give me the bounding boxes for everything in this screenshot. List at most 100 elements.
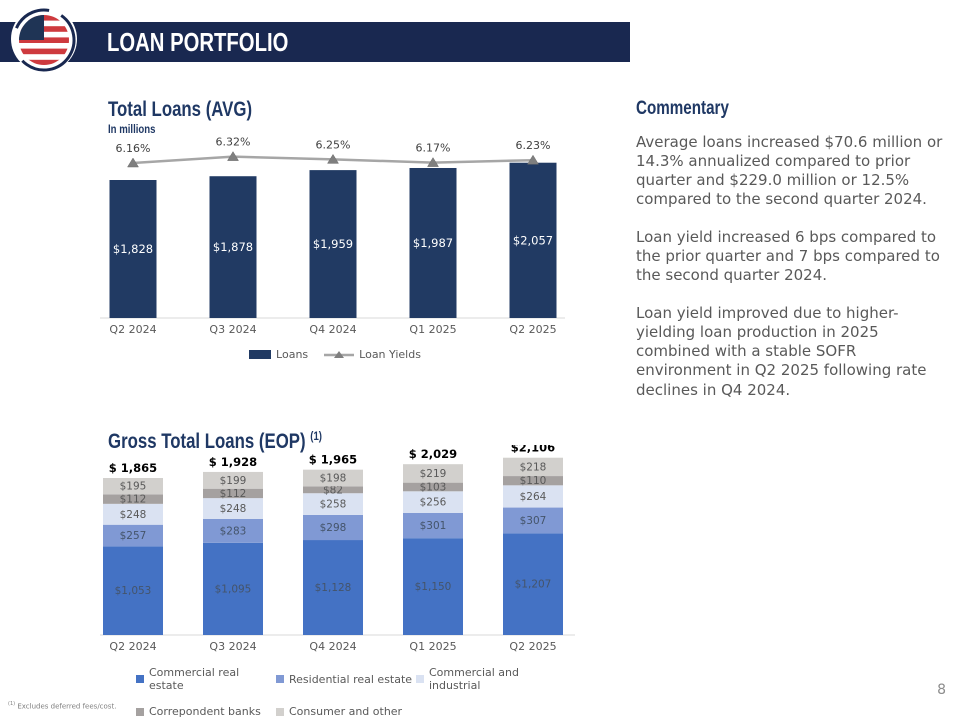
category-label: Q2 2025 <box>509 640 556 653</box>
segment-value-label: $198 <box>320 473 347 485</box>
yield-marker-icon <box>227 151 239 161</box>
stack-segment <box>403 538 463 635</box>
stack-segment <box>403 512 463 539</box>
commentary-paragraph: Average loans increased $70.6 million or… <box>636 133 943 209</box>
stack-segment <box>303 486 363 494</box>
stack-segment <box>203 471 263 489</box>
footnote-marker: (1) <box>8 701 16 707</box>
segment-value-label: $1,053 <box>115 585 152 597</box>
segment-value-label: $1,128 <box>315 582 352 594</box>
stack-segment <box>103 524 163 547</box>
category-label: Q4 2024 <box>309 323 356 336</box>
segment-value-label: $218 <box>520 461 547 473</box>
legend-row-2: Correpondent banks Consumer and other <box>136 705 556 718</box>
segment-value-label: $257 <box>120 530 147 542</box>
loan-yields-swatch-icon <box>324 350 355 358</box>
legend-label: Commercial real estate <box>149 666 240 692</box>
yield-value-label: 6.16% <box>116 142 151 155</box>
segment-value-label: $112 <box>120 494 147 506</box>
stack-segment <box>503 533 563 635</box>
ci-swatch-icon <box>416 675 424 683</box>
stack-segment <box>303 493 363 515</box>
stack-segment <box>303 514 363 541</box>
consumer-swatch-icon <box>276 707 284 716</box>
category-label: Q3 2024 <box>209 640 256 653</box>
flag-globe-logo-icon <box>10 4 80 74</box>
loans-bar <box>509 162 557 318</box>
segment-value-label: $298 <box>320 522 347 534</box>
correspondent-swatch-icon <box>136 707 144 716</box>
chart2-title-text: Gross Total Loans (EOP) <box>108 430 306 453</box>
stack-segment <box>503 485 563 508</box>
segment-value-label: $112 <box>220 488 247 500</box>
segment-value-label: $264 <box>520 491 547 503</box>
total-value-label: $ 1,965 <box>309 453 357 467</box>
header-banner: LOAN PORTFOLIO <box>0 22 630 62</box>
yield-marker-icon <box>427 157 439 167</box>
stack-segment <box>403 464 463 483</box>
category-label: Q2 2025 <box>509 323 556 336</box>
legend-label: Loan Yields <box>359 348 421 361</box>
yield-value-label: 6.23% <box>516 139 551 152</box>
loans-bar <box>409 167 457 318</box>
chart2-title: Gross Total Loans (EOP) (1) <box>108 429 322 454</box>
total-value-label: $ 1,865 <box>109 461 157 475</box>
bar-value-label: $1,878 <box>213 240 253 254</box>
loans-bar <box>109 180 157 318</box>
footnote-text: Excludes deferred fees/cost. <box>17 702 117 711</box>
legend-label: Residential real estate <box>289 672 413 686</box>
segment-value-label: $1,095 <box>215 583 252 595</box>
segment-value-label: $248 <box>220 503 247 515</box>
category-label: Q4 2024 <box>309 640 356 653</box>
legend-item-ci: Commercial and industrial <box>416 666 556 692</box>
stack-segment <box>103 546 163 635</box>
chart1-title: Total Loans (AVG) <box>108 98 253 121</box>
segment-value-label: $219 <box>420 468 447 480</box>
total-value-label: $ 1,928 <box>209 455 257 469</box>
bar-value-label: $1,828 <box>113 242 153 256</box>
bar-value-label: $1,959 <box>313 237 353 251</box>
rre-swatch-icon <box>276 675 284 683</box>
legend-item-loan-yields: Loan Yields <box>324 348 421 361</box>
stack-segment <box>403 482 463 492</box>
segment-value-label: $195 <box>120 481 147 493</box>
stack-segment <box>303 469 363 487</box>
legend-item-cre: Commercial real estate <box>136 666 276 692</box>
commentary-paragraph: Loan yield improved due to higher-yieldi… <box>636 304 927 399</box>
segment-value-label: $283 <box>220 525 247 537</box>
total-value-label: $ 2,029 <box>409 447 457 461</box>
legend-item-rre: Residential real estate <box>276 666 416 692</box>
stack-segment <box>403 491 463 513</box>
legend-label: Commercial and industrial <box>429 666 519 692</box>
stack-segment <box>503 507 563 534</box>
yield-marker-icon <box>527 154 539 165</box>
category-label: Q2 2024 <box>109 640 156 653</box>
loans-bar <box>209 176 257 318</box>
legend-label: Loans <box>276 348 309 361</box>
segment-value-label: $103 <box>420 481 447 493</box>
segment-value-label: $248 <box>120 509 147 521</box>
chart1-legend: Loans Loan Yields <box>100 348 570 361</box>
page-title: LOAN PORTFOLIO <box>107 27 289 57</box>
legend-label: Correpondent banks <box>149 705 261 718</box>
chart1-subtitle: In millions <box>108 122 156 136</box>
yield-marker-icon <box>127 157 139 168</box>
total-value-label: $2,106 <box>511 445 555 455</box>
loans-bar <box>309 170 357 318</box>
stack-segment <box>103 503 163 525</box>
stack-segment <box>503 476 563 486</box>
page-number: 8 <box>937 682 946 698</box>
footnote: (1) Excludes deferred fees/cost. <box>8 701 116 710</box>
segment-value-label: $258 <box>320 499 347 511</box>
legend-item-consumer: Consumer and other <box>276 705 416 718</box>
yield-value-label: 6.17% <box>416 142 451 155</box>
total-loans-avg-chart: $1,828 Q2 2024 $1,878 Q3 2024 $1,959 Q4 2024 $… <box>100 136 565 336</box>
stack-segment <box>203 488 263 499</box>
stack-segment <box>203 542 263 635</box>
legend-item-loans: Loans <box>249 348 308 361</box>
yield-value-label: 6.32% <box>216 136 251 149</box>
yield-marker-icon <box>327 153 339 164</box>
category-label: Q1 2025 <box>409 640 456 653</box>
legend-item-correspondent: Correpondent banks <box>136 705 276 718</box>
